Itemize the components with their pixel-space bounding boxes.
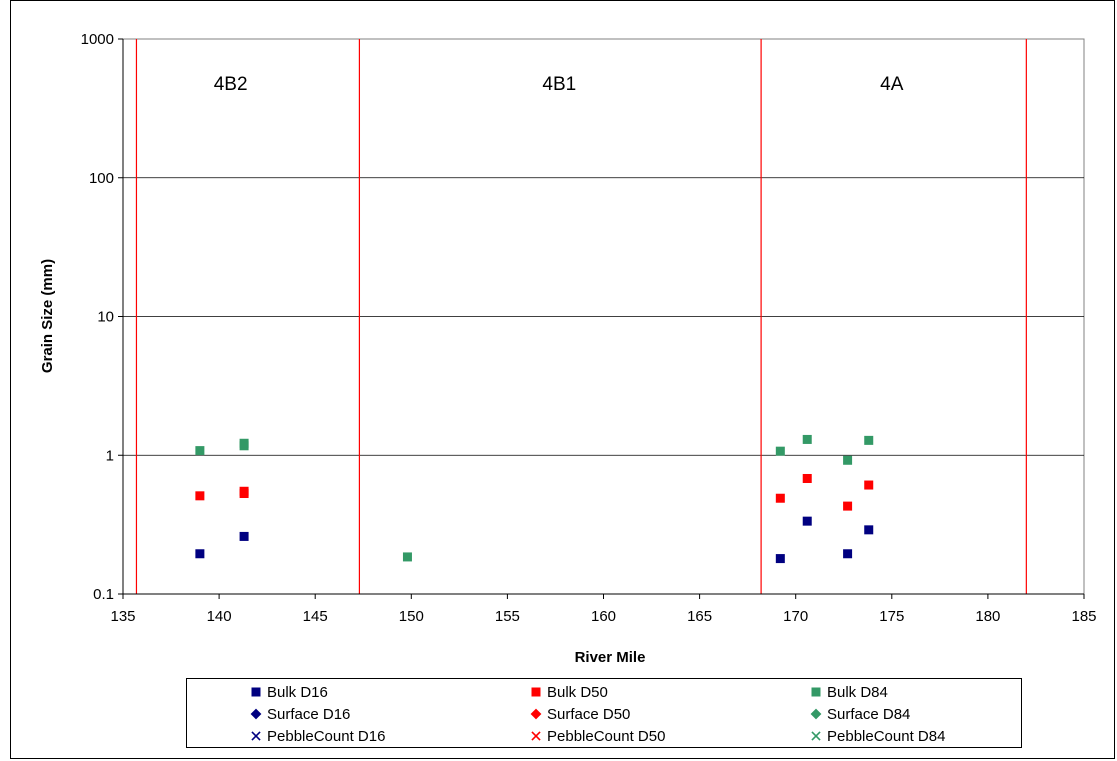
legend-marker-shape xyxy=(250,708,262,720)
data-point xyxy=(195,549,205,559)
legend-marker-shape xyxy=(810,708,822,720)
legend-marker-shape xyxy=(531,731,541,741)
legend-label: Surface D50 xyxy=(547,705,631,723)
legend-marker xyxy=(531,731,541,741)
gridlines xyxy=(123,177,1084,456)
legend-label: Surface D84 xyxy=(827,705,911,723)
data-point xyxy=(775,554,785,564)
reach-boundaries xyxy=(135,39,1027,594)
legend-label: Surface D16 xyxy=(267,705,351,723)
data-point xyxy=(402,552,412,562)
y-tick-label: 0.1 xyxy=(93,586,114,603)
data-point xyxy=(195,446,205,456)
legend-item: PebbleCount D50 xyxy=(527,725,665,747)
reach-label: 4B2 xyxy=(214,74,248,95)
x-tick-label: 165 xyxy=(687,608,712,625)
x-marker-stroke xyxy=(531,731,541,741)
legend-label: Bulk D84 xyxy=(827,683,888,701)
legend-item: Surface D84 xyxy=(807,703,910,725)
legend-item: Surface D16 xyxy=(247,703,350,725)
legend-marker xyxy=(251,687,261,697)
data-point xyxy=(864,525,874,535)
legend-item: PebbleCount D16 xyxy=(247,725,385,747)
data-point xyxy=(802,434,812,444)
data-point xyxy=(775,446,785,456)
legend-marker xyxy=(251,731,261,741)
legend-label: Bulk D16 xyxy=(267,683,328,701)
data-point xyxy=(843,549,853,559)
y-tick-label: 1000 xyxy=(81,31,114,48)
x-marker-stroke xyxy=(251,731,261,741)
legend-marker xyxy=(531,687,541,697)
y-tick-labels: 0.1 1 10 100 1000 xyxy=(81,31,114,603)
legend-marker xyxy=(811,731,821,741)
legend-item: Bulk D50 xyxy=(527,681,608,703)
axes xyxy=(118,38,1085,599)
x-tick-label: 140 xyxy=(207,608,232,625)
x-tick-label: 155 xyxy=(495,608,520,625)
y-tick-label: 10 xyxy=(97,309,114,326)
x-tick-label: 150 xyxy=(399,608,424,625)
data-point xyxy=(802,516,812,526)
x-tick-label: 135 xyxy=(110,608,135,625)
data-point xyxy=(239,486,249,496)
data-point xyxy=(775,493,785,503)
reach-label: 4A xyxy=(880,74,904,95)
x-tick-labels: 135 140 145 150 155 160 165 170 175 180 185 xyxy=(110,608,1096,625)
reach-label: 4B1 xyxy=(542,74,576,95)
data-point xyxy=(843,455,853,465)
legend-label: PebbleCount D84 xyxy=(827,727,946,745)
legend-marker-shape xyxy=(531,687,541,697)
data-point xyxy=(864,435,874,445)
legend-marker-shape xyxy=(811,687,821,697)
legend-item: Bulk D16 xyxy=(247,681,328,703)
legend-item: PebbleCount D84 xyxy=(807,725,945,747)
legend-marker xyxy=(530,708,542,720)
x-tick-label: 145 xyxy=(303,608,328,625)
y-axis-label: Grain Size (mm) xyxy=(39,259,56,373)
legend-marker-shape xyxy=(530,708,542,720)
x-tick-label: 175 xyxy=(879,608,904,625)
y-tick-label: 1 xyxy=(106,447,114,464)
legend-marker xyxy=(810,708,822,720)
y-tick-label: 100 xyxy=(89,170,114,187)
data-point xyxy=(239,438,249,448)
data-point xyxy=(195,491,205,501)
x-tick-label: 170 xyxy=(783,608,808,625)
legend-label: Bulk D50 xyxy=(547,683,608,701)
legend-label: PebbleCount D50 xyxy=(547,727,666,745)
legend-item: Surface D50 xyxy=(527,703,630,725)
legend: Bulk D16 Bulk D50 Bulk D84 Surface D16 Surfa… xyxy=(186,678,1022,748)
data-point xyxy=(864,480,874,490)
legend-marker xyxy=(250,708,262,720)
data-points xyxy=(195,434,874,564)
legend-marker xyxy=(811,687,821,697)
legend-item: Bulk D84 xyxy=(807,681,888,703)
x-tick-label: 180 xyxy=(975,608,1000,625)
x-axis-label: River Mile xyxy=(575,649,646,666)
x-tick-label: 160 xyxy=(591,608,616,625)
data-point xyxy=(239,531,249,541)
reach-labels: 4B2 4B1 4A xyxy=(214,74,904,95)
x-tick-label: 185 xyxy=(1071,608,1096,625)
legend-marker-shape xyxy=(251,687,261,697)
data-point xyxy=(843,501,853,511)
x-marker-stroke xyxy=(811,731,821,741)
data-point xyxy=(802,473,812,483)
legend-marker-shape xyxy=(251,731,261,741)
legend-marker-shape xyxy=(811,731,821,741)
legend-label: PebbleCount D16 xyxy=(267,727,386,745)
